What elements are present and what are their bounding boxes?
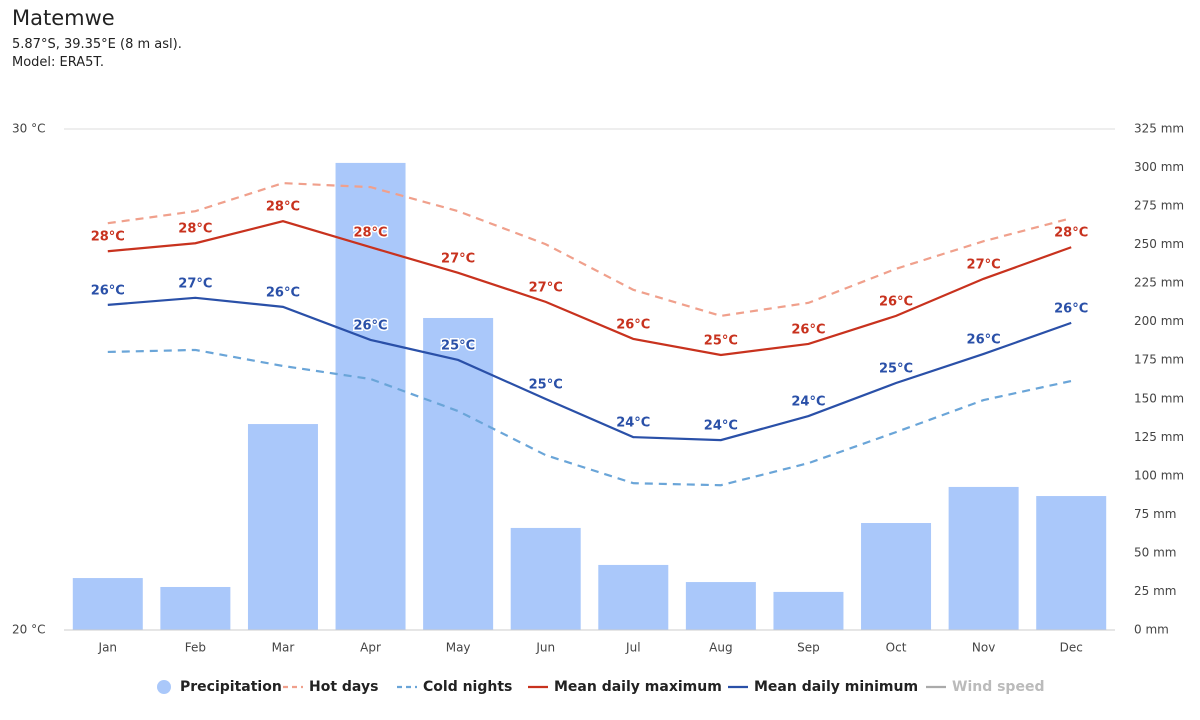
legend-symbol[interactable]: [157, 680, 171, 694]
data-label: 24°C: [616, 416, 650, 431]
bar: [160, 586, 231, 630]
legend-label[interactable]: Hot days: [309, 679, 378, 695]
y-tick-label: 30 °C: [12, 122, 45, 136]
x-tick-label: Jun: [535, 641, 555, 655]
data-label: 26°C: [879, 294, 913, 309]
data-label: 27°C: [178, 276, 212, 291]
data-label: 28°C: [1054, 226, 1088, 241]
data-label: 26°C: [353, 318, 387, 333]
data-label: 24°C: [791, 395, 825, 410]
legend-label[interactable]: Wind speed: [952, 679, 1044, 695]
legend-label[interactable]: Mean daily maximum: [554, 679, 722, 695]
data-label: 25°C: [441, 338, 475, 353]
y2-tick-label: 300 mm: [1134, 160, 1184, 174]
bar: [598, 564, 669, 630]
y2-tick-label: 200 mm: [1134, 314, 1184, 328]
data-label: 25°C: [529, 378, 563, 393]
bar: [510, 527, 581, 630]
y2-tick-label: 50 mm: [1134, 545, 1176, 559]
line: [107, 296, 1072, 442]
x-tick-label: Oct: [886, 641, 907, 655]
y2-tick-label: 0 mm: [1134, 623, 1169, 637]
x-tick-label: Jul: [625, 641, 640, 655]
data-label: 25°C: [704, 333, 738, 348]
data-label: 26°C: [91, 283, 125, 298]
x-tick-label: Dec: [1060, 641, 1083, 655]
legend-label[interactable]: Mean daily minimum: [754, 679, 918, 695]
bar: [247, 424, 318, 630]
data-label: 26°C: [791, 322, 825, 337]
bar: [948, 486, 1019, 630]
x-tick-label: Jan: [98, 641, 118, 655]
data-label: 24°C: [704, 419, 738, 434]
x-tick-label: Feb: [185, 641, 206, 655]
bar: [685, 582, 756, 630]
data-label: 27°C: [967, 257, 1001, 272]
line: [107, 220, 1072, 357]
line: [107, 348, 1072, 487]
y2-tick-label: 225 mm: [1134, 276, 1184, 290]
y-tick-label: 20 °C: [12, 623, 45, 637]
x-tick-label: Aug: [709, 641, 732, 655]
y2-tick-label: 150 mm: [1134, 391, 1184, 405]
data-label: 28°C: [178, 222, 212, 237]
x-tick-label: Nov: [972, 641, 995, 655]
x-tick-label: Mar: [272, 641, 295, 655]
legend-label[interactable]: Precipitation: [180, 679, 282, 695]
x-tick-label: Apr: [360, 641, 381, 655]
bar: [423, 317, 494, 630]
bar: [773, 591, 844, 630]
bar: [861, 523, 932, 630]
data-label: 25°C: [879, 362, 913, 377]
data-label: 26°C: [967, 332, 1001, 347]
chart-title: Matemwe: [12, 6, 115, 30]
data-label: 26°C: [1054, 301, 1088, 316]
y2-tick-label: 25 mm: [1134, 584, 1176, 598]
legend-label[interactable]: Cold nights: [423, 679, 512, 695]
y2-tick-label: 250 mm: [1134, 237, 1184, 251]
data-label: 28°C: [353, 226, 387, 241]
bar: [1036, 496, 1107, 630]
data-label: 26°C: [616, 317, 650, 332]
y2-tick-label: 100 mm: [1134, 468, 1184, 482]
line: [107, 182, 1072, 317]
data-label: 26°C: [266, 285, 300, 300]
y2-tick-label: 325 mm: [1134, 122, 1184, 136]
data-label: 28°C: [91, 230, 125, 245]
subtitle: 5.87°S, 39.35°E (8 m asl).: [12, 37, 182, 52]
y2-tick-label: 125 mm: [1134, 430, 1184, 444]
y2-tick-label: 275 mm: [1134, 199, 1184, 213]
x-tick-label: May: [446, 641, 471, 655]
bar: [72, 578, 143, 630]
x-tick-label: Sep: [797, 641, 820, 655]
data-label: 28°C: [266, 200, 300, 215]
y2-tick-label: 175 mm: [1134, 353, 1184, 367]
subtitle: Model: ERA5T.: [12, 55, 104, 70]
data-label: 27°C: [441, 251, 475, 266]
y2-tick-label: 75 mm: [1134, 507, 1176, 521]
data-label: 27°C: [529, 280, 563, 295]
